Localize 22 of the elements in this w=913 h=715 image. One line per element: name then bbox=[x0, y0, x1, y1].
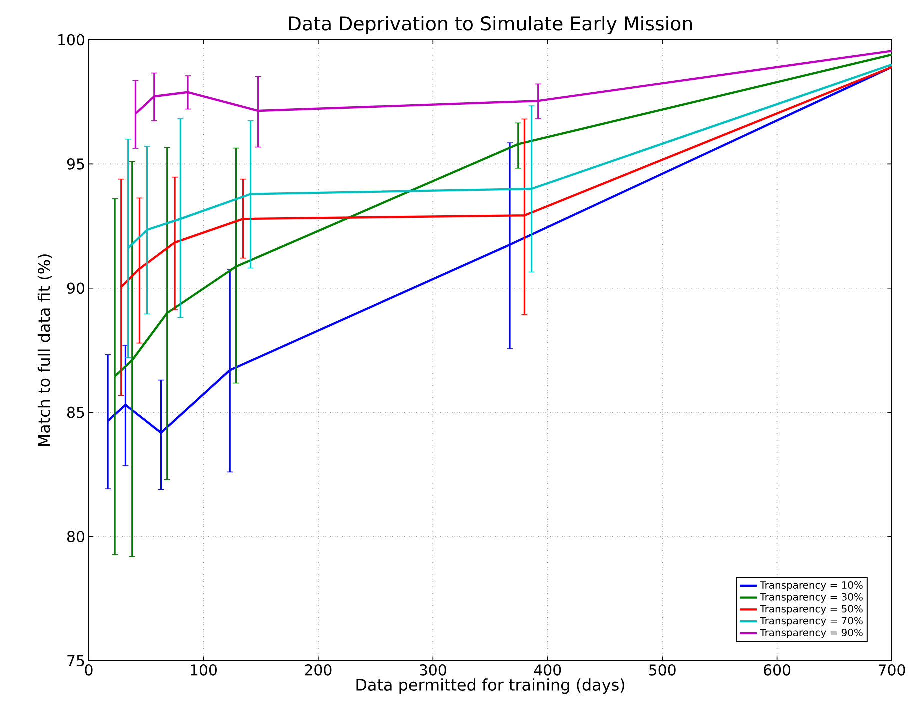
x-tick-label: 500 bbox=[649, 664, 676, 676]
x-tick-label: 700 bbox=[878, 664, 906, 676]
y-tick-label: 95 bbox=[67, 158, 84, 170]
legend-label: Transparency = 10% bbox=[760, 581, 863, 591]
legend-label: Transparency = 50% bbox=[760, 605, 863, 615]
legend-label: Transparency = 30% bbox=[760, 593, 863, 603]
y-tick-label: 100 bbox=[58, 34, 84, 46]
x-tick-label: 300 bbox=[420, 664, 446, 676]
x-tick-label: 200 bbox=[305, 664, 332, 676]
x-tick-label: 0 bbox=[85, 664, 93, 676]
y-tick-label: 75 bbox=[68, 655, 84, 667]
y-tick-label: 80 bbox=[67, 531, 84, 542]
legend-label: Transparency = 70% bbox=[760, 617, 863, 627]
legend-label: Transparency = 90% bbox=[760, 628, 863, 638]
x-tick-label: 100 bbox=[191, 664, 217, 676]
x-axis-title: Data permitted for training (days) bbox=[356, 678, 624, 694]
y-axis-title: Match to full data fit (%) bbox=[38, 254, 52, 446]
chart-title: Data Deprivation to Simulate Early Mission bbox=[289, 16, 692, 34]
x-tick-label: 400 bbox=[534, 664, 562, 676]
x-tick-label: 600 bbox=[764, 664, 791, 676]
y-tick-label: 90 bbox=[67, 282, 84, 294]
y-tick-label: 85 bbox=[67, 406, 84, 418]
